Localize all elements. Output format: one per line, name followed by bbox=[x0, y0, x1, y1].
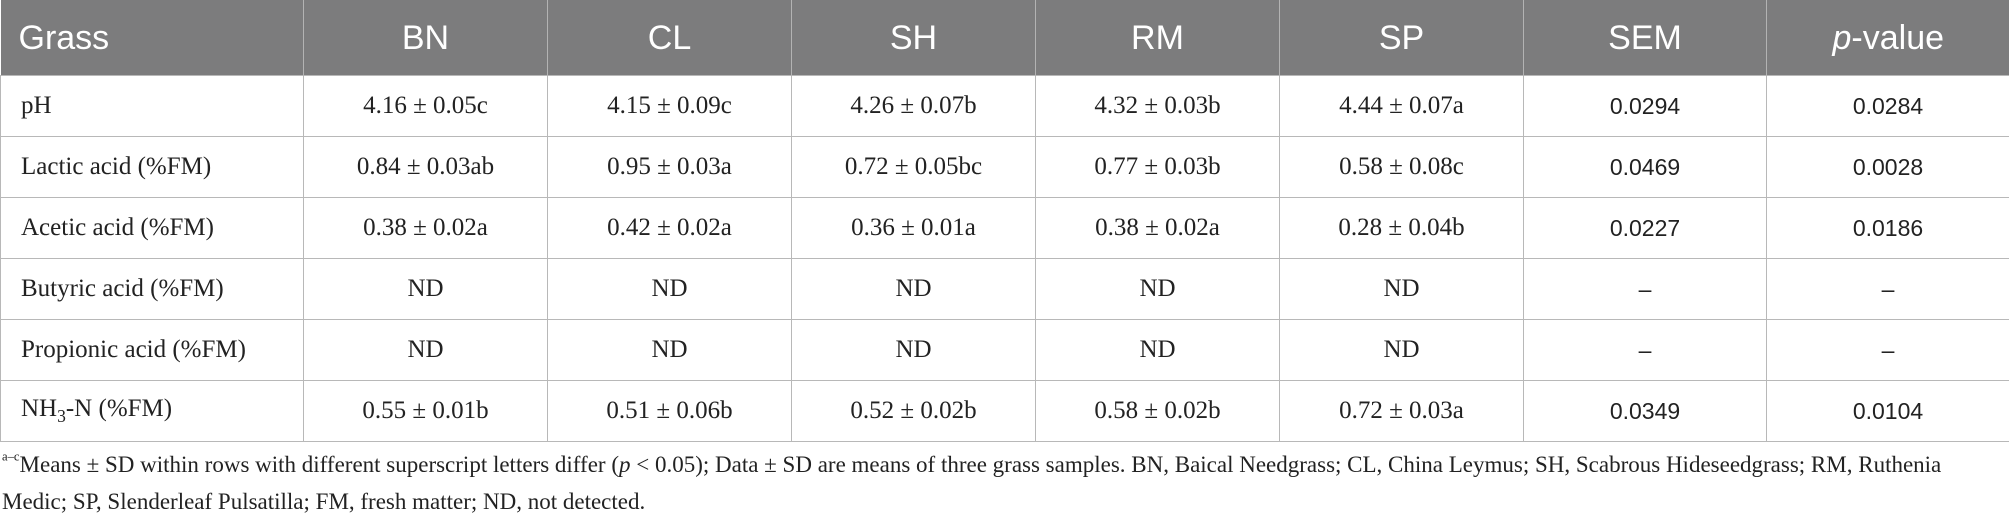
cell-cl: 0.42 ± 0.02a bbox=[547, 197, 792, 259]
row-label-after: -N (%FM) bbox=[65, 395, 173, 422]
row-label: Butyric acid (%FM) bbox=[0, 258, 304, 320]
table-row: Butyric acid (%FM) ND ND ND ND ND – – bbox=[0, 258, 2009, 320]
header-grass: Grass bbox=[0, 0, 304, 76]
header-sem: SEM bbox=[1523, 0, 1767, 76]
row-label: pH bbox=[0, 75, 304, 137]
header-p-value: p-value bbox=[1766, 0, 2009, 76]
cell-p-value: 0.0186 bbox=[1766, 197, 2009, 259]
footnote-superscript: a–c bbox=[2, 449, 20, 464]
table-row: Lactic acid (%FM) 0.84 ± 0.03ab 0.95 ± 0.0… bbox=[0, 136, 2009, 198]
cell-p-value: – bbox=[1766, 258, 2009, 320]
cell-sh: 0.72 ± 0.05bc bbox=[791, 136, 1036, 198]
cell-rm: 0.58 ± 0.02b bbox=[1035, 380, 1280, 442]
table-row: Propionic acid (%FM) ND ND ND ND ND – – bbox=[0, 319, 2009, 381]
row-label-main: Acetic acid (%FM) bbox=[21, 214, 214, 241]
table-row: Acetic acid (%FM) 0.38 ± 0.02a 0.42 ± 0.02… bbox=[0, 197, 2009, 259]
cell-bn: 0.55 ± 0.01b bbox=[303, 380, 548, 442]
cell-sp: 4.44 ± 0.07a bbox=[1279, 75, 1524, 137]
header-p-italic: p bbox=[1832, 18, 1852, 57]
cell-rm: ND bbox=[1035, 319, 1280, 381]
row-label-main: Butyric acid (%FM) bbox=[21, 275, 224, 302]
footnote-text-before: Means ± SD within rows with different su… bbox=[19, 452, 619, 477]
table-row: pH 4.16 ± 0.05c 4.15 ± 0.09c 4.26 ± 0.07b 4.… bbox=[0, 75, 2009, 137]
cell-p-value: – bbox=[1766, 319, 2009, 381]
cell-rm: 4.32 ± 0.03b bbox=[1035, 75, 1280, 137]
cell-p-value: 0.0284 bbox=[1766, 75, 2009, 137]
header-bn: BN bbox=[303, 0, 548, 76]
cell-cl: ND bbox=[547, 258, 792, 320]
row-label: NH3-N (%FM) bbox=[0, 380, 304, 442]
cell-sem: 0.0349 bbox=[1523, 380, 1767, 442]
cell-sem: – bbox=[1523, 258, 1767, 320]
cell-bn: ND bbox=[303, 258, 548, 320]
cell-rm: 0.77 ± 0.03b bbox=[1035, 136, 1280, 198]
row-label-subscript: 3 bbox=[57, 406, 66, 426]
cell-bn: 0.38 ± 0.02a bbox=[303, 197, 548, 259]
row-label-main: pH bbox=[21, 92, 52, 119]
results-table-container: Grass BN CL SH RM SP SEM p-value pH 4.16 … bbox=[0, 0, 2009, 442]
cell-sp: ND bbox=[1279, 319, 1524, 381]
table-header: Grass BN CL SH RM SP SEM p-value bbox=[0, 0, 2009, 76]
row-label-main: Lactic acid (%FM) bbox=[21, 153, 212, 180]
cell-sh: 4.26 ± 0.07b bbox=[791, 75, 1036, 137]
cell-sp: 0.58 ± 0.08c bbox=[1279, 136, 1524, 198]
table-body: pH 4.16 ± 0.05c 4.15 ± 0.09c 4.26 ± 0.07b 4.… bbox=[0, 75, 2009, 442]
cell-cl: ND bbox=[547, 319, 792, 381]
cell-p-value: 0.0028 bbox=[1766, 136, 2009, 198]
header-rm: RM bbox=[1035, 0, 1280, 76]
cell-sp: 0.28 ± 0.04b bbox=[1279, 197, 1524, 259]
silage-fermentation-table: Grass BN CL SH RM SP SEM p-value pH 4.16 … bbox=[0, 0, 2009, 442]
cell-sem: 0.0294 bbox=[1523, 75, 1767, 137]
cell-p-value: 0.0104 bbox=[1766, 380, 2009, 442]
header-p-rest: -value bbox=[1851, 18, 1945, 57]
cell-cl: 0.51 ± 0.06b bbox=[547, 380, 792, 442]
table-footnote: a–cMeans ± SD within rows with different… bbox=[2, 446, 1992, 520]
header-row: Grass BN CL SH RM SP SEM p-value bbox=[0, 0, 2009, 76]
row-label: Lactic acid (%FM) bbox=[0, 136, 304, 198]
cell-sem: 0.0469 bbox=[1523, 136, 1767, 198]
row-label-main: NH bbox=[21, 395, 58, 422]
cell-rm: ND bbox=[1035, 258, 1280, 320]
table-row: NH3-N (%FM) 0.55 ± 0.01b 0.51 ± 0.06b 0.52 … bbox=[0, 380, 2009, 442]
row-label: Acetic acid (%FM) bbox=[0, 197, 304, 259]
row-label: Propionic acid (%FM) bbox=[0, 319, 304, 381]
cell-sp: 0.72 ± 0.03a bbox=[1279, 380, 1524, 442]
footnote-p-italic: p bbox=[618, 452, 631, 477]
cell-sp: ND bbox=[1279, 258, 1524, 320]
cell-sem: – bbox=[1523, 319, 1767, 381]
cell-rm: 0.38 ± 0.02a bbox=[1035, 197, 1280, 259]
cell-sem: 0.0227 bbox=[1523, 197, 1767, 259]
cell-sh: 0.36 ± 0.01a bbox=[791, 197, 1036, 259]
header-sh: SH bbox=[791, 0, 1036, 76]
cell-sh: ND bbox=[791, 319, 1036, 381]
header-cl: CL bbox=[547, 0, 792, 76]
footnote-text-after: < 0.05); Data ± SD are means of three gr… bbox=[2, 452, 1942, 514]
header-sp: SP bbox=[1279, 0, 1524, 76]
cell-bn: 4.16 ± 0.05c bbox=[303, 75, 548, 137]
cell-cl: 0.95 ± 0.03a bbox=[547, 136, 792, 198]
cell-bn: 0.84 ± 0.03ab bbox=[303, 136, 548, 198]
cell-cl: 4.15 ± 0.09c bbox=[547, 75, 792, 137]
cell-sh: ND bbox=[791, 258, 1036, 320]
cell-sh: 0.52 ± 0.02b bbox=[791, 380, 1036, 442]
cell-bn: ND bbox=[303, 319, 548, 381]
row-label-main: Propionic acid (%FM) bbox=[21, 336, 246, 363]
